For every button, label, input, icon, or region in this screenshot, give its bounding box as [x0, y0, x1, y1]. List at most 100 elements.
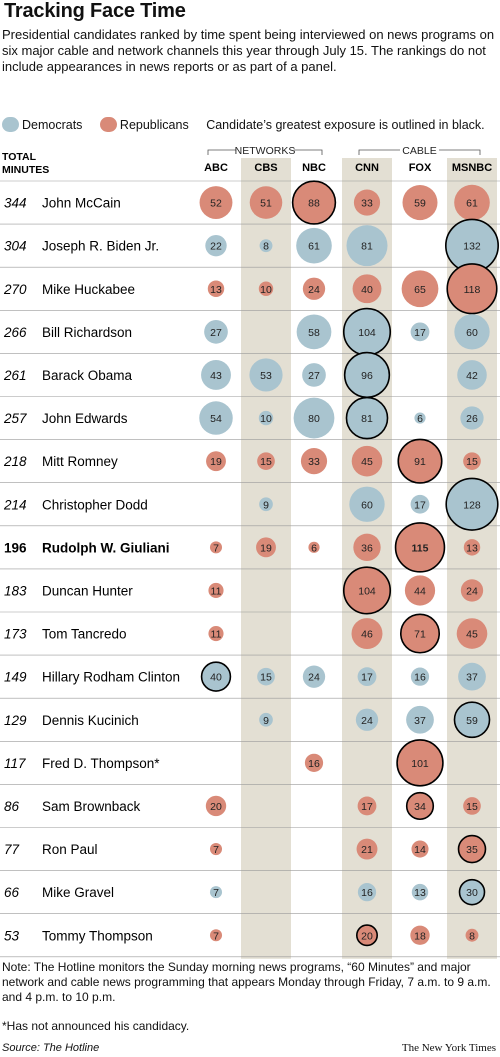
- bubble-value: 18: [414, 930, 426, 942]
- row-name: John Edwards: [42, 411, 128, 426]
- bubble: [302, 363, 326, 387]
- bubble: [394, 522, 446, 573]
- bubble: [345, 396, 389, 440]
- bubble: [349, 486, 385, 522]
- bubble-value: 80: [308, 413, 320, 425]
- bubble: [457, 360, 487, 390]
- bubble-value: 128: [463, 499, 481, 511]
- bubble-value: 61: [308, 241, 320, 253]
- row-total: 196: [4, 540, 27, 555]
- row-total: 261: [3, 368, 27, 383]
- bubble: [346, 225, 388, 267]
- bubble-value: 59: [414, 198, 426, 210]
- bubble-value: 36: [361, 542, 373, 554]
- bubble-value: 19: [260, 542, 272, 554]
- bubble-value: 54: [210, 413, 222, 425]
- row-name: Mike Gravel: [42, 885, 114, 900]
- bubble: [352, 274, 382, 304]
- bubble: [291, 180, 337, 225]
- legend-democrats-label: Democrats: [22, 118, 83, 132]
- bubble: [458, 662, 486, 691]
- bubble-value: 61: [466, 198, 478, 210]
- bubble-value: 17: [361, 801, 373, 813]
- row-name: John McCain: [42, 196, 121, 211]
- bubble-value: 22: [210, 241, 222, 253]
- bubble-value: 11: [211, 629, 222, 641]
- column-header-msnbc: MSNBC: [452, 162, 492, 174]
- bubble: [460, 579, 484, 602]
- bubble-value: 44: [414, 585, 426, 597]
- bubble: [411, 840, 429, 858]
- bubble-value: 16: [361, 887, 373, 899]
- bubble-value: 132: [463, 241, 481, 253]
- bubble: [199, 401, 233, 435]
- bubble-value: 115: [412, 542, 429, 554]
- bubble: [414, 412, 426, 424]
- bubble: [249, 358, 283, 392]
- column-header-abc: ABC: [204, 162, 228, 174]
- bubble-value: 17: [414, 499, 426, 511]
- row-name: Rudolph W. Giuliani: [42, 540, 170, 555]
- row-name: Mike Huckabee: [42, 282, 135, 297]
- bubble-value: 30: [466, 887, 478, 899]
- bubble: [357, 667, 377, 687]
- bubble: [293, 397, 335, 439]
- bubble-value: 37: [414, 715, 426, 727]
- row-name: Ron Paul: [42, 842, 98, 857]
- bubble: [353, 533, 381, 562]
- bubble: [460, 406, 484, 430]
- bubble: [342, 566, 392, 615]
- legend-democrats-swatch: [2, 117, 19, 132]
- networks-group-label: NETWORKS: [235, 145, 296, 157]
- bubble: [259, 712, 273, 727]
- row-total: 66: [4, 885, 20, 900]
- bubble: [200, 661, 232, 692]
- bubble-value: 24: [308, 284, 320, 296]
- bubble: [401, 270, 439, 308]
- bubble-value: 60: [361, 499, 373, 511]
- bubble-value: 15: [260, 456, 272, 468]
- bubble: [465, 928, 479, 942]
- bubble: [357, 796, 377, 816]
- bubble-value: 81: [361, 413, 373, 425]
- bubble-value: 19: [210, 456, 222, 468]
- bubble: [296, 227, 332, 264]
- cable-group-bracket: [358, 149, 481, 155]
- bubble: [463, 539, 481, 556]
- row-total: 344: [4, 196, 27, 211]
- bubble-value: 24: [466, 585, 478, 597]
- bubble: [458, 878, 486, 906]
- bubble-value: 21: [361, 844, 373, 856]
- bubble: [201, 359, 231, 390]
- legend-republicans-label: Republicans: [119, 118, 189, 132]
- bubble-value: 27: [210, 327, 222, 339]
- bubble: [308, 541, 320, 553]
- bubble-value: 42: [466, 370, 478, 382]
- bubble: [256, 537, 276, 558]
- bubble-value: 17: [361, 672, 373, 684]
- row-total: 53: [4, 928, 20, 943]
- bubble: [257, 452, 275, 470]
- bubble-value: 13: [466, 542, 478, 554]
- bubble-value: 11: [211, 585, 222, 597]
- bubble-value: 37: [466, 672, 478, 684]
- bubble-value: 7: [213, 887, 219, 899]
- bubble: [209, 886, 223, 899]
- bubble: [208, 625, 224, 642]
- bubble-value: 104: [358, 585, 376, 597]
- bubble-value: 15: [260, 672, 272, 684]
- bubble: [405, 791, 435, 821]
- bubble-value: 65: [414, 284, 426, 296]
- bubble: [204, 320, 228, 344]
- bubble-value: 24: [308, 672, 320, 684]
- bubble: [402, 185, 438, 221]
- bubble: [207, 280, 225, 297]
- row-name: Joseph R. Biden Jr.: [42, 239, 159, 254]
- row-total: 214: [3, 497, 27, 512]
- bubble-value: 53: [260, 370, 272, 382]
- row-name: Bill Richardson: [42, 325, 132, 340]
- bubble-value: 43: [210, 370, 222, 382]
- bubble-value: 20: [361, 930, 373, 942]
- bubble: [296, 314, 332, 350]
- total-header-line2: MINUTES: [2, 164, 49, 176]
